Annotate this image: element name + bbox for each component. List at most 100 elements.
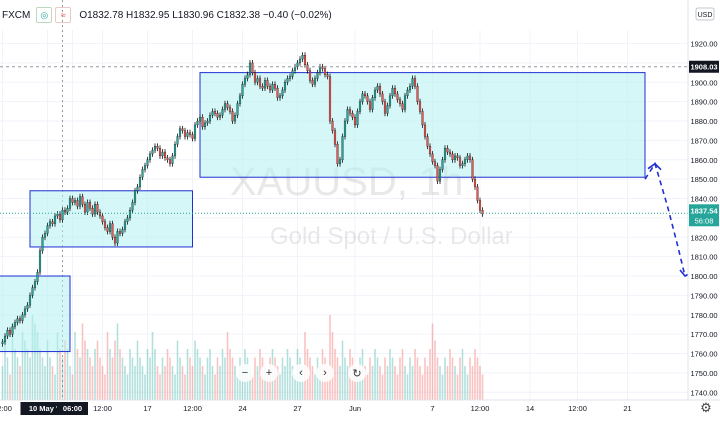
candle-body — [421, 111, 424, 126]
volume-bar — [369, 357, 371, 400]
volume-bar — [409, 357, 411, 400]
candle-body — [141, 169, 144, 178]
volume-bar — [174, 374, 176, 400]
wave-icon[interactable]: ≈ — [55, 7, 72, 23]
scroll-left-button[interactable]: ‹ — [292, 364, 310, 382]
price-tick-label: 1880.00 — [690, 117, 717, 126]
candle-body — [131, 202, 134, 211]
zoom-out-button[interactable]: − — [236, 364, 254, 382]
candle-body — [66, 208, 69, 213]
candle-body — [36, 271, 39, 282]
candle-body — [256, 78, 259, 83]
candle-body — [226, 103, 229, 108]
candle-body — [91, 208, 94, 215]
candle-body — [23, 308, 27, 315]
candle-body — [138, 177, 142, 188]
candle-body — [241, 84, 244, 97]
volume-bar — [319, 366, 321, 400]
candle-body — [83, 204, 87, 213]
volume-bar — [59, 349, 61, 400]
volume-bar — [464, 366, 466, 400]
candle-body — [3, 335, 7, 343]
volume-bar — [311, 366, 314, 400]
candle-body — [218, 115, 222, 118]
time-tick-label: 21 — [623, 404, 631, 413]
volume-bar — [144, 374, 146, 400]
time-tick-label: 17 — [143, 404, 151, 413]
volume-bar — [189, 357, 191, 400]
time-tick-label: 14 — [526, 404, 534, 413]
volume-bar — [74, 332, 76, 400]
candle-body — [458, 157, 462, 166]
volume-bar — [326, 366, 329, 400]
candle-body — [373, 89, 377, 98]
candle-body — [231, 111, 234, 122]
candle-body — [398, 99, 402, 104]
candle-body — [178, 128, 182, 137]
time-tick-label: 7 — [430, 404, 434, 413]
zoom-in-button[interactable]: + — [260, 364, 278, 382]
candle-body — [396, 93, 399, 100]
candle-body — [473, 179, 477, 188]
candle-body — [78, 196, 82, 207]
volume-bar — [26, 349, 29, 400]
eye-icon[interactable]: ◎ — [36, 7, 53, 23]
currency-label: USD — [698, 12, 713, 19]
volume-bar — [286, 349, 289, 400]
scroll-right-button[interactable]: › — [316, 364, 334, 382]
candle-body — [208, 115, 212, 122]
candle-body — [481, 210, 484, 215]
candle-body — [331, 120, 334, 131]
candle-body — [431, 153, 434, 162]
volume-bar — [76, 349, 79, 400]
volume-bar — [46, 340, 49, 400]
volume-bar — [129, 349, 131, 400]
candle-body — [31, 287, 34, 296]
volume-bar — [336, 357, 339, 400]
candle-body — [188, 132, 192, 135]
volume-bar — [219, 366, 221, 400]
volume-bar — [94, 349, 96, 400]
price-tick-label: 1920.00 — [690, 40, 717, 49]
candle-body — [238, 95, 242, 104]
price-tick-label: 1860.00 — [690, 156, 717, 165]
candle-body — [386, 105, 389, 114]
candle-body — [258, 78, 262, 87]
time-axis-bg — [0, 400, 720, 421]
volume-bar — [341, 340, 344, 400]
volume-bar — [206, 357, 209, 400]
range-2-box — [29, 190, 193, 248]
candle-body — [318, 66, 322, 73]
time-tick-label: 12:00 — [568, 404, 587, 413]
candle-body — [441, 159, 444, 170]
reset-chart-icon[interactable]: ↻ — [348, 364, 366, 382]
candle-body — [443, 148, 447, 160]
price-axis[interactable]: USD1920.001910.001900.001890.001880.0018… — [687, 0, 720, 400]
volume-bar — [166, 349, 169, 400]
volume-bar — [456, 374, 459, 400]
volume-bar — [31, 315, 34, 400]
candle-body — [291, 70, 294, 77]
candle-body — [101, 215, 104, 222]
candle-body — [358, 101, 362, 112]
price-tick-label: 1750.00 — [690, 369, 717, 378]
volume-bar — [451, 357, 454, 400]
candle-body — [283, 82, 287, 91]
volume-bar — [204, 374, 206, 400]
candle-body — [186, 132, 189, 137]
volume-bar — [284, 366, 286, 400]
candle-body — [341, 136, 344, 160]
volume-bar — [176, 340, 179, 400]
volume-bar — [179, 357, 181, 400]
volume-bar — [231, 357, 234, 400]
candle-body — [181, 128, 184, 131]
settings-gear-icon[interactable]: ⚙ — [700, 400, 712, 415]
candle-body — [126, 217, 129, 222]
volume-bar — [6, 357, 9, 400]
volume-bar — [91, 366, 94, 400]
volume-bar — [61, 357, 64, 400]
candle-body — [38, 250, 42, 273]
candle-body — [368, 101, 372, 110]
